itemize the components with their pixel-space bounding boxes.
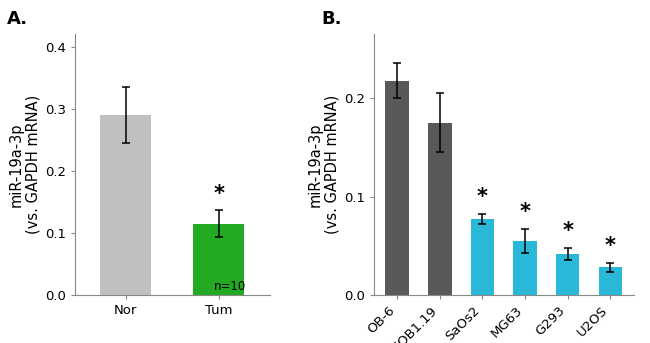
- Text: *: *: [604, 236, 616, 256]
- Y-axis label: miR-19a-3p
(vs. GAPDH mRNA): miR-19a-3p (vs. GAPDH mRNA): [8, 95, 40, 234]
- Bar: [100, 115, 151, 295]
- Bar: [599, 268, 622, 295]
- Bar: [471, 219, 494, 295]
- Bar: [514, 241, 537, 295]
- Bar: [385, 81, 409, 295]
- Bar: [556, 254, 579, 295]
- Y-axis label: miR-19a-3p
(vs. GAPDH mRNA): miR-19a-3p (vs. GAPDH mRNA): [307, 95, 339, 234]
- Text: *: *: [477, 187, 488, 208]
- Bar: [428, 123, 452, 295]
- Text: A.: A.: [6, 10, 27, 28]
- Text: *: *: [213, 184, 224, 204]
- Text: B.: B.: [322, 10, 343, 28]
- Text: n=10: n=10: [214, 280, 246, 293]
- Text: *: *: [519, 202, 530, 222]
- Text: *: *: [562, 221, 573, 241]
- Bar: [193, 224, 244, 295]
